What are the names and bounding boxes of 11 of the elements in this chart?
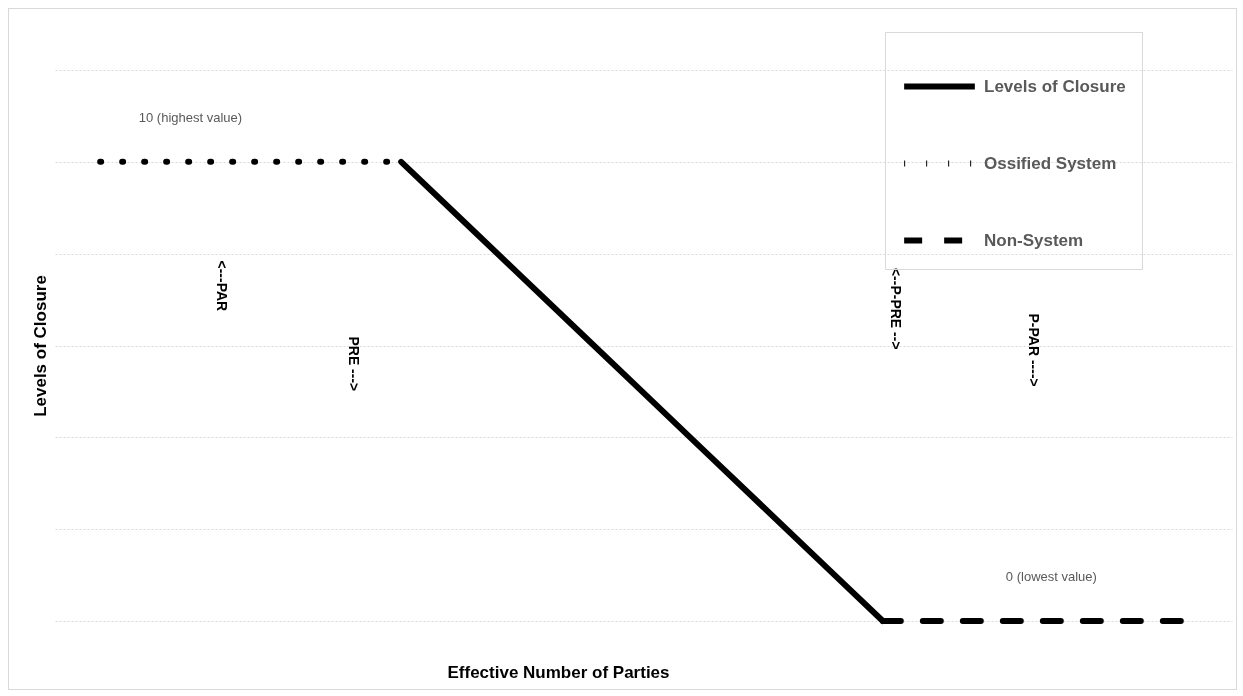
- annotation: 0 (lowest value): [1005, 568, 1097, 584]
- legend-label: Ossified System: [984, 153, 1117, 173]
- annotation: PRE --->: [346, 336, 363, 392]
- legend-label: Non-System: [984, 230, 1084, 250]
- annotation: P-PAR ---->: [1026, 313, 1043, 387]
- legend-label: Levels of Closure: [984, 76, 1126, 96]
- x-axis-title: Effective Number of Parties: [447, 662, 670, 682]
- annotation: <---PAR: [213, 260, 230, 312]
- text: 10 (highest value): [138, 110, 243, 126]
- annotation: <--P-PRE -->: [887, 267, 904, 350]
- y-axis-title: Levels of Closure: [30, 275, 50, 417]
